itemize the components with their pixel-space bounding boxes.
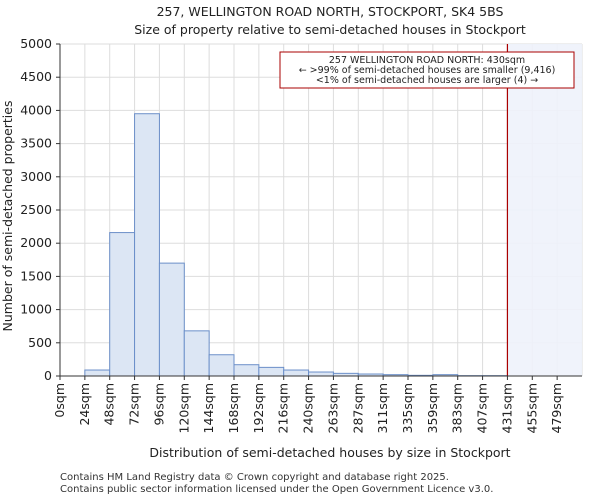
larger-region-highlight — [507, 44, 582, 376]
footer-line-1: Contains HM Land Registry data © Crown c… — [60, 472, 449, 483]
bar-120sqm — [183, 330, 210, 377]
x-tick-label: 168sqm — [226, 383, 241, 433]
y-tick-label: 2000 — [20, 235, 52, 250]
x-tick-label: 24sqm — [77, 383, 92, 426]
bar-96sqm — [158, 262, 185, 377]
x-tick-label: 48sqm — [102, 383, 117, 426]
tick-layer: 0 500 1000 1500 2000 2500 3000 3500 4000 4500 5000… — [20, 36, 564, 433]
x-tick-label: 431sqm — [499, 383, 514, 433]
y-tick-label: 500 — [28, 335, 52, 350]
y-tick-label: 5000 — [20, 36, 52, 51]
bar-192sqm — [258, 366, 285, 377]
x-tick-label: 120sqm — [176, 383, 191, 433]
annotation-line-3: <1% of semi-detached houses are larger (… — [316, 75, 538, 86]
x-tick-label: 407sqm — [475, 383, 490, 433]
x-tick-label: 287sqm — [350, 383, 365, 433]
x-tick-label: 192sqm — [251, 383, 266, 433]
bar-168sqm — [233, 364, 260, 377]
x-tick-label: 0sqm — [52, 383, 67, 418]
highlight-layer — [507, 44, 582, 376]
x-tick-label: 359sqm — [425, 383, 440, 433]
x-tick-label: 72sqm — [127, 383, 142, 426]
bar-24sqm — [84, 369, 111, 377]
y-tick-label: 2500 — [20, 202, 52, 217]
annotation-line-1: 257 WELLINGTON ROAD NORTH: 430sqm — [329, 55, 525, 66]
x-tick-label: 96sqm — [151, 383, 166, 426]
footer-line-2: Contains public sector information licen… — [60, 484, 494, 495]
bar-240sqm — [308, 371, 334, 377]
y-tick-label: 0 — [44, 368, 52, 383]
y-tick-label: 4500 — [20, 69, 52, 84]
bar-72sqm — [134, 113, 160, 377]
annotation-frame — [279, 51, 575, 89]
x-axis-label: Distribution of semi-detached houses by … — [149, 445, 510, 460]
x-tick-label: 455sqm — [524, 383, 539, 433]
chart-subtitle: Size of property relative to semi-detach… — [134, 22, 526, 37]
annotation-box: 257 WELLINGTON ROAD NORTH: 430sqm ← >99%… — [279, 51, 575, 89]
x-tick-label: 216sqm — [276, 383, 291, 433]
y-tick-label: 3000 — [20, 169, 52, 184]
annotation-line-2: ← >99% of semi-detached houses are small… — [299, 65, 556, 76]
x-tick-label: 311sqm — [375, 383, 390, 433]
bar-48sqm — [109, 232, 136, 377]
x-tick-label: 144sqm — [201, 383, 216, 433]
bar-144sqm — [208, 354, 235, 377]
y-tick-label: 1000 — [20, 302, 52, 317]
y-tick-label: 3500 — [20, 136, 52, 151]
y-tick-label: 4000 — [20, 102, 52, 117]
chart-title: 257, WELLINGTON ROAD NORTH, STOCKPORT, S… — [157, 4, 504, 19]
x-tick-label: 263sqm — [325, 383, 340, 433]
x-tick-label: 479sqm — [549, 383, 564, 433]
y-tick-label: 1500 — [20, 268, 52, 283]
x-tick-label: 335sqm — [400, 383, 415, 433]
x-tick-label: 240sqm — [301, 383, 316, 433]
x-tick-label: 383sqm — [450, 383, 465, 433]
bar-216sqm — [283, 369, 310, 377]
y-axis-label: Number of semi-detached properties — [0, 101, 15, 332]
